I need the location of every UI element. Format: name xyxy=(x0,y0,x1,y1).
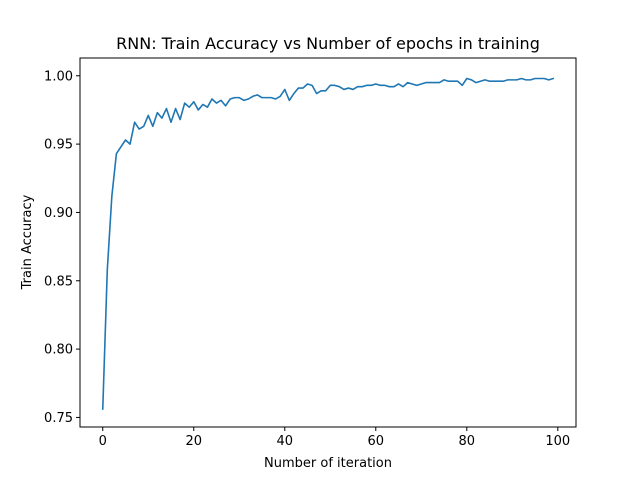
y-axis: 0.75 0.80 0.85 0.90 0.95 1.00 xyxy=(44,69,80,426)
y-tick-label: 1.00 xyxy=(44,69,73,84)
x-tick-label: 20 xyxy=(185,434,202,449)
x-tick-label: 60 xyxy=(368,434,385,449)
x-tick-label: 0 xyxy=(99,434,107,449)
y-tick-label: 0.90 xyxy=(44,206,73,221)
x-axis-label: Number of iteration xyxy=(264,456,392,471)
chart-title: RNN: Train Accuracy vs Number of epochs … xyxy=(116,34,540,53)
y-tick-label: 0.80 xyxy=(44,343,73,358)
y-tick-label: 0.95 xyxy=(44,138,73,153)
x-axis: 0 20 40 60 80 100 xyxy=(99,427,570,449)
plot-area xyxy=(101,77,555,411)
x-tick-label: 80 xyxy=(459,434,476,449)
x-tick-label: 100 xyxy=(545,434,570,449)
y-tick-label: 0.85 xyxy=(44,274,73,289)
series-line xyxy=(101,77,555,411)
x-tick-label: 40 xyxy=(276,434,293,449)
axes-frame xyxy=(79,57,577,428)
y-tick-label: 0.75 xyxy=(44,411,73,426)
y-axis-label: Train Accuracy xyxy=(20,194,35,290)
